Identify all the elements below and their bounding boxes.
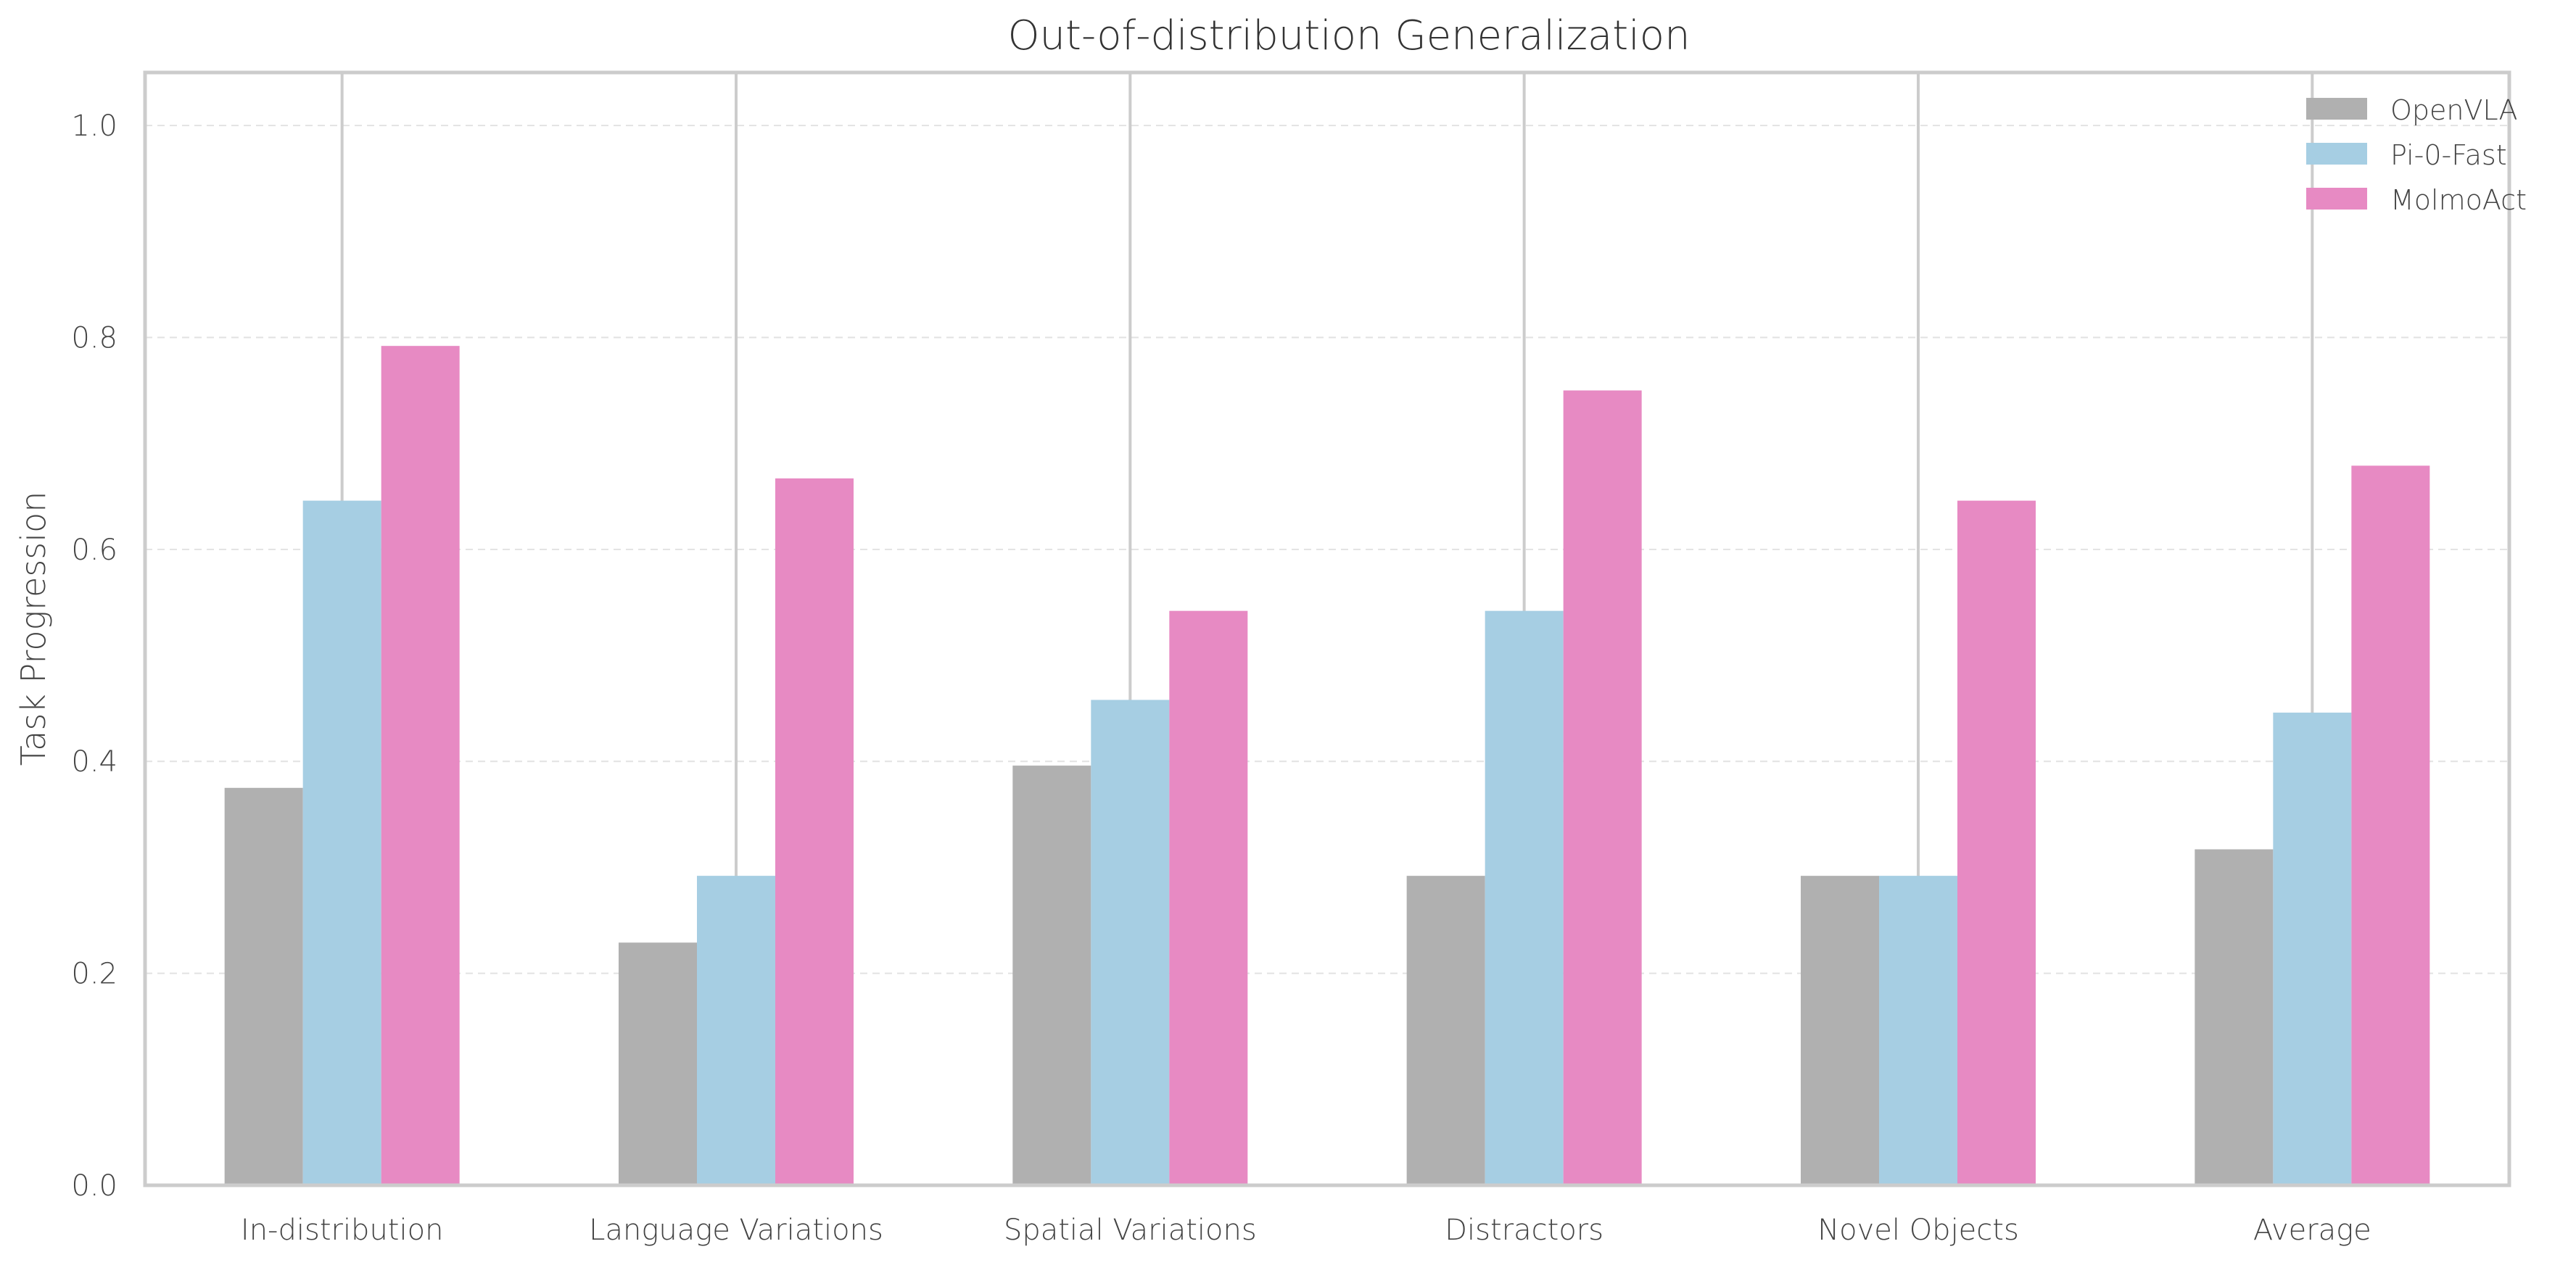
bar-pi-0-fast-4: [1879, 876, 1957, 1185]
legend-label: MolmoAct: [2390, 184, 2527, 216]
bar-molmoact-2: [1169, 610, 1248, 1185]
bar-openvla-1: [619, 942, 697, 1185]
bar-openvla-4: [1801, 876, 1879, 1185]
x-tick-label: Language Variations: [589, 1214, 883, 1247]
bars: [224, 346, 2430, 1186]
legend-swatch: [2306, 98, 2367, 120]
x-tick-label: In-distribution: [241, 1214, 444, 1247]
legend: OpenVLA Pi-0-Fast MolmoAct: [2306, 94, 2527, 216]
x-tick-label: Spatial Variations: [1004, 1214, 1257, 1247]
bar-pi-0-fast-5: [2273, 712, 2352, 1185]
y-axis-label: Task Progression: [14, 492, 53, 766]
chart-title: Out-of-distribution Generalization: [1007, 12, 1690, 59]
x-tick-label: Novel Objects: [1817, 1214, 2019, 1247]
y-tick-label: 0.0: [71, 1169, 117, 1203]
legend-label: Pi-0-Fast: [2390, 139, 2507, 171]
bar-pi-0-fast-0: [302, 500, 381, 1185]
bar-molmoact-1: [775, 478, 854, 1185]
bar-pi-0-fast-3: [1485, 610, 1564, 1185]
bar-molmoact-5: [2351, 465, 2430, 1185]
bar-openvla-0: [224, 787, 303, 1185]
bar-openvla-5: [2195, 849, 2274, 1185]
y-tick-label: 0.8: [71, 321, 117, 354]
y-tick-label: 0.2: [71, 958, 117, 991]
bar-openvla-3: [1406, 876, 1485, 1185]
bar-openvla-2: [1012, 766, 1091, 1185]
bar-molmoact-0: [381, 346, 460, 1186]
bar-pi-0-fast-2: [1091, 700, 1170, 1185]
y-tick-label: 0.4: [71, 745, 117, 779]
y-tick-label: 1.0: [71, 109, 117, 143]
legend-label: OpenVLA: [2390, 94, 2518, 126]
plot-frame: [143, 70, 2511, 1187]
bar-molmoact-3: [1563, 390, 1642, 1185]
bar-molmoact-4: [1957, 500, 2036, 1185]
y-tick-label: 0.6: [71, 534, 117, 567]
x-ticks: In-distribution Language Variations Spatia…: [241, 1214, 2371, 1247]
x-tick-label: Distractors: [1445, 1214, 1603, 1247]
y-ticks: 0.0 0.2 0.4 0.6 0.8 1.0: [71, 109, 117, 1203]
x-tick-label: Average: [2253, 1214, 2371, 1247]
grid-layer: [145, 125, 2509, 974]
bar-pi-0-fast-1: [697, 876, 775, 1185]
legend-swatch: [2306, 188, 2367, 210]
legend-swatch: [2306, 143, 2367, 165]
